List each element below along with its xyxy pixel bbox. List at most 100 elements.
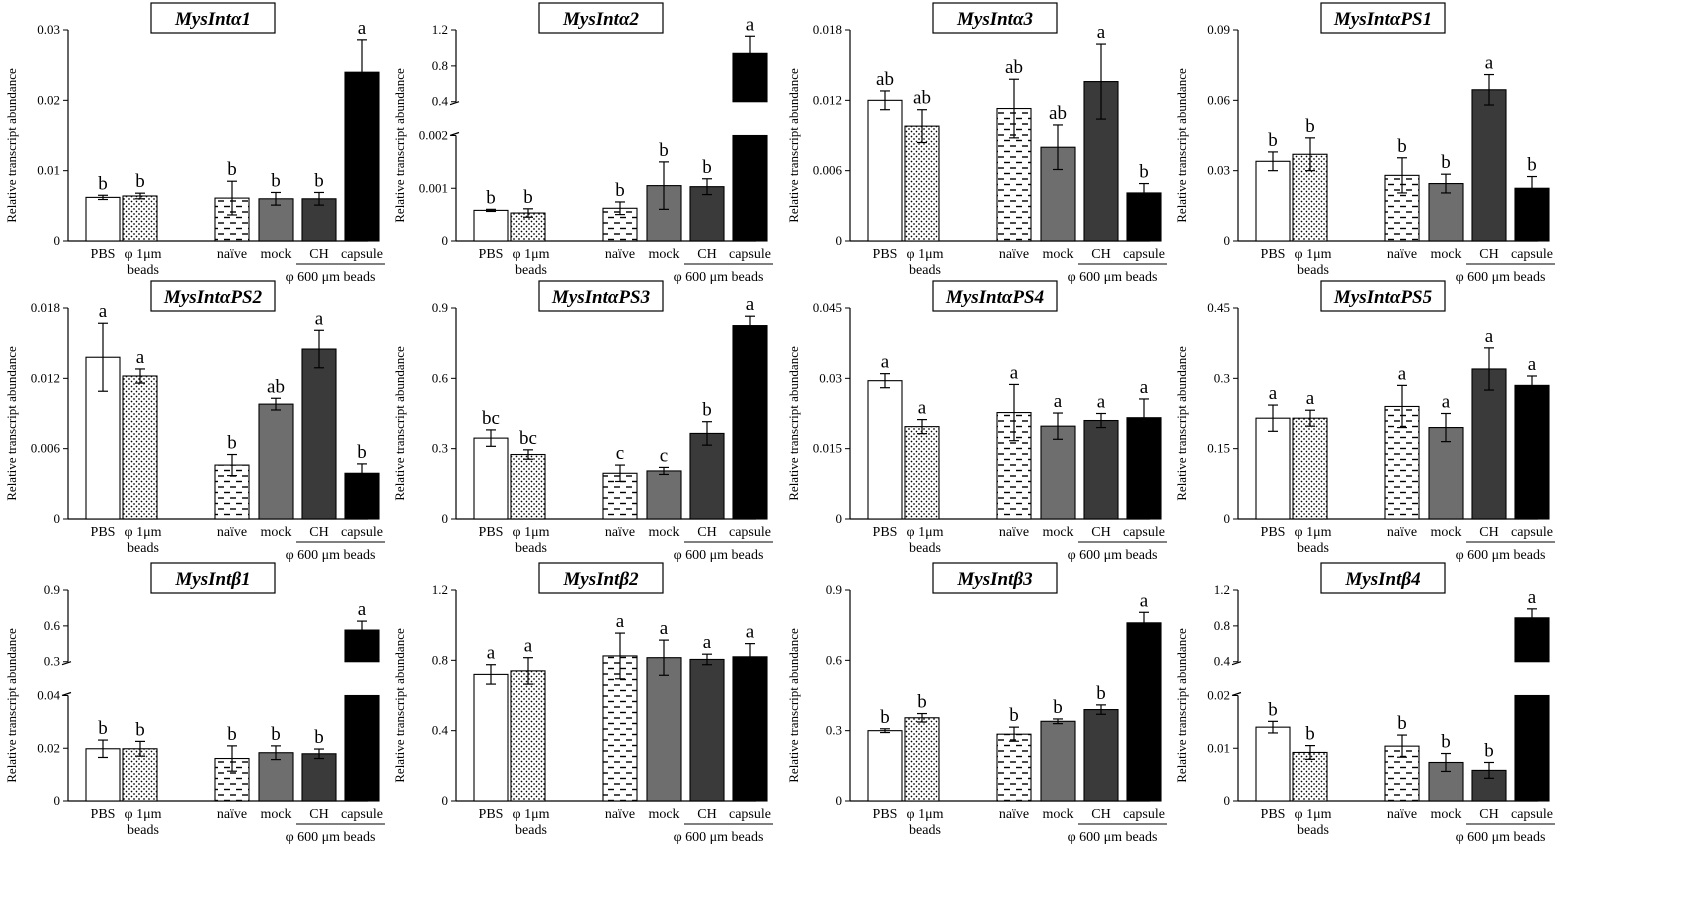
x-tick-label: PBS: [479, 247, 504, 262]
x-tick-label: beads: [1297, 541, 1329, 556]
y-tick-label: 1.2: [432, 582, 448, 597]
y-tick-label: 0.6: [44, 618, 61, 633]
significance-label: c: [660, 445, 668, 466]
x-tick-label: φ 1μm: [1295, 525, 1332, 540]
group-label: φ 600 μm beads: [1456, 270, 1546, 285]
x-tick-label: naïve: [217, 807, 247, 822]
x-tick-label: PBS: [873, 247, 898, 262]
y-tick-label: 0: [836, 233, 843, 248]
bar: [1292, 751, 1328, 802]
x-tick-label: φ 1μm: [125, 247, 162, 262]
significance-label: b: [1139, 162, 1149, 183]
chart-title-box: [932, 2, 1058, 34]
significance-label: a: [1442, 392, 1451, 413]
x-tick-label: naïve: [605, 525, 635, 540]
x-tick-label: φ 1μm: [513, 807, 550, 822]
significance-label: b: [1397, 713, 1407, 734]
significance-label: ab: [876, 69, 894, 90]
chart-panel: 0 0.3 0.6 0.9 Relative transcript abundance M…: [392, 280, 773, 563]
y-tick-label: 0.9: [826, 582, 842, 597]
x-tick-label: φ 1μm: [513, 247, 550, 262]
chart-title: MysIntα3: [956, 9, 1033, 30]
significance-label: bc: [482, 408, 500, 429]
y-tick-label: 0.002: [419, 128, 448, 143]
x-tick-label: CH: [309, 247, 328, 262]
significance-label: a: [746, 14, 755, 35]
bar: [602, 655, 638, 802]
chart-title: MysIntβ3: [956, 569, 1032, 590]
x-tick-label: beads: [515, 263, 547, 278]
y-tick-label: 0: [442, 233, 449, 248]
y-tick-label: 0.9: [44, 582, 60, 597]
bar: [904, 717, 940, 802]
x-tick-label: mock: [260, 525, 291, 540]
x-tick-label: CH: [1479, 807, 1498, 822]
significance-label: ab: [267, 376, 285, 397]
x-tick-label: φ 1μm: [125, 807, 162, 822]
significance-label: a: [99, 301, 108, 322]
bar: [473, 437, 509, 520]
bar: [1255, 160, 1291, 242]
bar: [473, 209, 509, 242]
x-tick-label: mock: [648, 247, 679, 262]
chart-title: MysIntβ2: [562, 569, 639, 590]
x-tick-label: capsule: [729, 247, 771, 262]
bar: [867, 730, 903, 802]
significance-label: a: [918, 398, 927, 419]
x-tick-label: capsule: [341, 525, 383, 540]
bar: [646, 470, 682, 520]
group-label: φ 600 μm beads: [1456, 830, 1546, 845]
chart-title: MysIntαPS4: [945, 287, 1044, 308]
significance-label: b: [314, 727, 324, 748]
x-tick-label: beads: [909, 541, 941, 556]
group-label: φ 600 μm beads: [674, 270, 764, 285]
bar: [258, 403, 294, 520]
significance-label: b: [98, 718, 108, 739]
significance-label: c: [616, 443, 624, 464]
y-tick-label: 0.45: [1207, 300, 1230, 315]
chart-panel: 0 0.03 0.06 0.09 Relative transcript abundan…: [1174, 2, 1555, 285]
group-label: φ 600 μm beads: [1456, 548, 1546, 563]
chart-panel: 0 0.4 0.8 1.2 Relative transcript abundance M…: [392, 562, 773, 845]
x-tick-label: CH: [1091, 525, 1110, 540]
x-tick-label: capsule: [1123, 807, 1165, 822]
x-tick-label: mock: [1430, 807, 1461, 822]
x-tick-label: mock: [1042, 807, 1073, 822]
y-tick-label: 0.4: [1214, 654, 1231, 669]
x-tick-label: naïve: [999, 247, 1029, 262]
y-axis-label: Relative transcript abundance: [392, 346, 407, 501]
x-tick-label: mock: [260, 807, 291, 822]
x-tick-label: naïve: [1387, 807, 1417, 822]
x-tick-label: CH: [1479, 247, 1498, 262]
significance-label: b: [1009, 705, 1019, 726]
significance-label: a: [1097, 392, 1106, 413]
significance-label: b: [271, 724, 281, 745]
chart-title-box: [1320, 562, 1446, 594]
x-tick-label: naïve: [605, 807, 635, 822]
y-tick-label: 0.015: [813, 441, 842, 456]
significance-label: b: [1397, 136, 1407, 157]
y-tick-label: 0: [54, 511, 61, 526]
x-tick-label: φ 1μm: [1295, 807, 1332, 822]
y-tick-label: 0.045: [813, 300, 842, 315]
y-tick-label: 0: [54, 793, 61, 808]
x-tick-label: CH: [697, 525, 716, 540]
bar: [1514, 694, 1550, 802]
x-tick-label: capsule: [341, 247, 383, 262]
bar: [122, 748, 158, 802]
y-tick-label: 0.01: [1207, 740, 1230, 755]
y-axis-label: Relative transcript abundance: [392, 628, 407, 783]
significance-label: a: [881, 352, 890, 373]
y-tick-label: 0.001: [419, 180, 448, 195]
bar: [122, 195, 158, 242]
significance-label: a: [1054, 391, 1063, 412]
y-tick-label: 0.3: [826, 723, 842, 738]
bar: [1040, 720, 1076, 802]
bar: [867, 380, 903, 520]
bar: [510, 453, 546, 520]
chart-title: MysIntβ1: [174, 569, 250, 590]
x-tick-label: capsule: [1123, 525, 1165, 540]
x-tick-label: CH: [697, 247, 716, 262]
significance-label: a: [358, 18, 367, 39]
significance-label: a: [1485, 326, 1494, 347]
